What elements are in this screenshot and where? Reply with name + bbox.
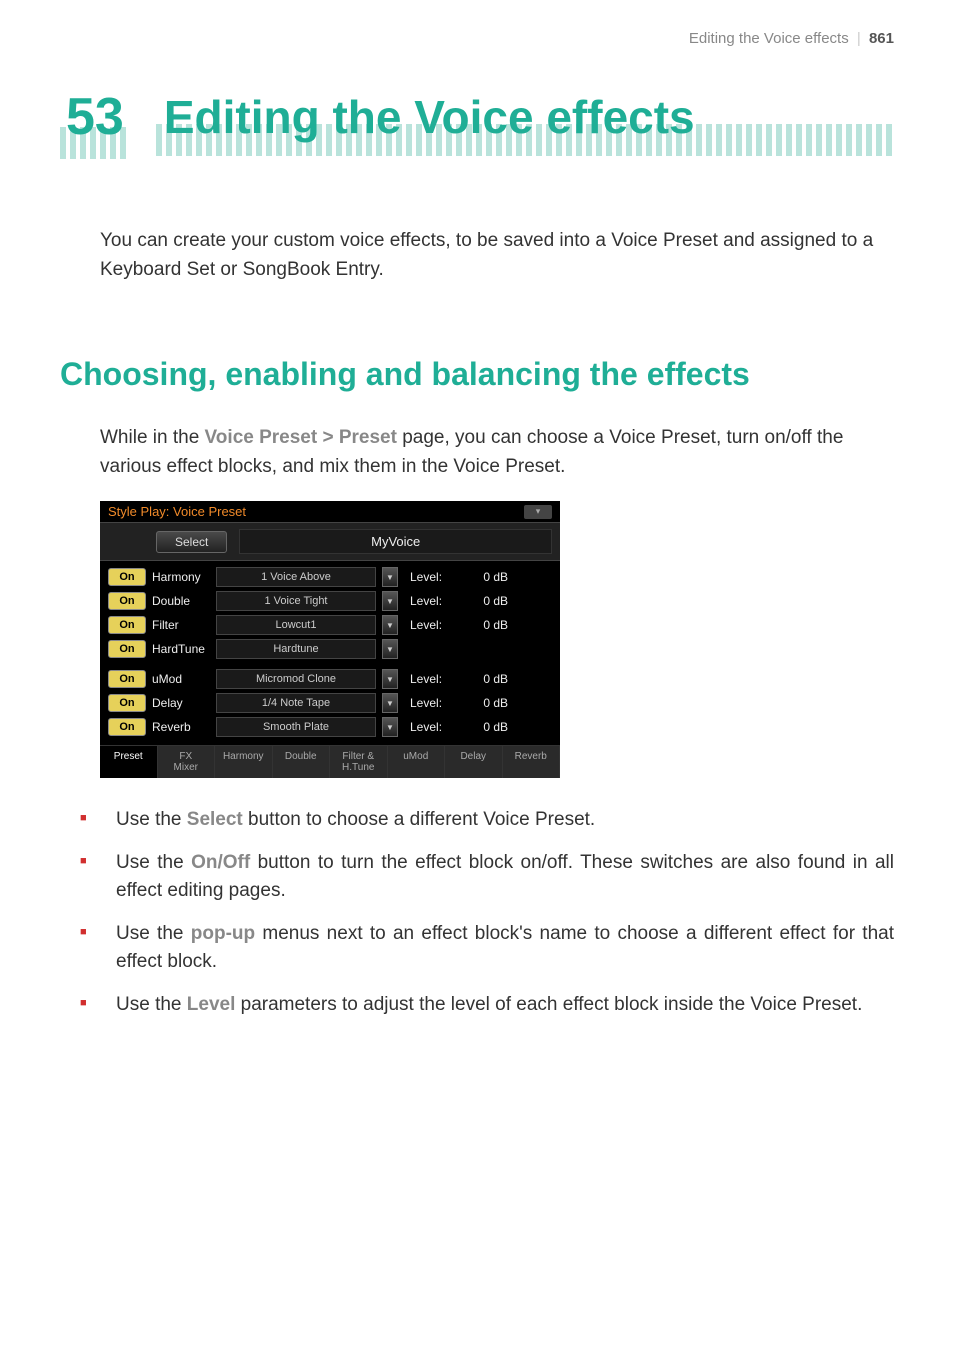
section-heading: Choosing, enabling and balancing the eff… — [60, 354, 894, 394]
level-value[interactable]: 0 dB — [460, 720, 508, 734]
bullet-pre: Use the — [116, 994, 187, 1015]
chevron-down-icon[interactable]: ▼ — [382, 717, 398, 737]
bullet-pre: Use the — [116, 852, 191, 873]
page-header: Editing the Voice effects | 861 — [60, 30, 894, 47]
header-section: Editing the Voice effects — [689, 30, 849, 47]
preset-name-field[interactable]: MyVoice — [239, 529, 552, 554]
tab-reverb[interactable]: Reverb — [503, 746, 561, 778]
page-number: 861 — [869, 30, 894, 47]
fx-row: On Delay 1/4 Note Tape ▼ Level: 0 dB — [108, 693, 552, 713]
panel-header-row: Select MyVoice — [100, 522, 560, 561]
level-label: Level: — [410, 672, 454, 686]
list-item: Use the pop-up menus next to an effect b… — [80, 920, 894, 977]
level-value[interactable]: 0 dB — [460, 618, 508, 632]
menu-icon[interactable]: ▾ — [524, 505, 552, 519]
fx-row: On Double 1 Voice Tight ▼ Level: 0 dB — [108, 591, 552, 611]
intro-paragraph: You can create your custom voice effects… — [100, 227, 894, 284]
fx-label: Double — [152, 594, 210, 608]
tab-umod[interactable]: uMod — [388, 746, 446, 778]
tab-preset[interactable]: Preset — [100, 746, 158, 778]
tab-bar: PresetFXMixerHarmonyDoubleFilter &H.Tune… — [100, 745, 560, 778]
fx-row: OnuMod Micromod Clone ▼ Level: 0 dB — [108, 669, 552, 689]
tab-double[interactable]: Double — [273, 746, 331, 778]
fx-row: On Harmony 1 Voice Above ▼ Level: 0 dB — [108, 567, 552, 587]
list-item: Use the Level parameters to adjust the l… — [80, 991, 894, 1020]
fx-effect-name[interactable]: Hardtune — [216, 639, 376, 659]
fx-effect-name[interactable]: Smooth Plate — [216, 717, 376, 737]
bullet-list: Use the Select button to choose a differ… — [80, 806, 894, 1019]
fx-row: On HardTune Hardtune ▼ — [108, 639, 552, 659]
chapter-title-wrap: Editing the Voice effects — [156, 90, 894, 144]
chapter-title: Editing the Voice effects — [156, 90, 894, 144]
voice-preset-panel: Style Play: Voice Preset ▾ Select MyVoic… — [100, 501, 560, 778]
level-value[interactable]: 0 dB — [460, 672, 508, 686]
level-value[interactable]: 0 dB — [460, 570, 508, 584]
level-value[interactable]: 0 dB — [460, 594, 508, 608]
chevron-down-icon[interactable]: ▼ — [382, 567, 398, 587]
bullet-post: parameters to adjust the level of each e… — [235, 994, 862, 1015]
level-value[interactable]: 0 dB — [460, 696, 508, 710]
tab-delay[interactable]: Delay — [445, 746, 503, 778]
chevron-down-icon[interactable]: ▼ — [382, 669, 398, 689]
on-toggle[interactable]: On — [108, 616, 146, 634]
fx-label: uMod — [152, 672, 210, 686]
fx-label: Reverb — [152, 720, 210, 734]
body-paragraph: While in the Voice Preset > Preset page,… — [100, 424, 894, 481]
ui-ref: pop-up — [191, 923, 255, 944]
bullet-post: button to choose a different Voice Prese… — [243, 809, 595, 830]
tab-filter-h-tune[interactable]: Filter &H.Tune — [330, 746, 388, 778]
fx-label: Harmony — [152, 570, 210, 584]
chevron-down-icon[interactable]: ▼ — [382, 693, 398, 713]
fx-label: Delay — [152, 696, 210, 710]
level-label: Level: — [410, 720, 454, 734]
fx-effect-name[interactable]: 1/4 Note Tape — [216, 693, 376, 713]
on-toggle[interactable]: On — [108, 670, 146, 688]
on-toggle[interactable]: On — [108, 694, 146, 712]
fx-effect-name[interactable]: 1 Voice Above — [216, 567, 376, 587]
ui-ref: Select — [187, 809, 243, 830]
ui-ref: On/Off — [191, 852, 250, 873]
fx-row: On Filter Lowcut1 ▼ Level: 0 dB — [108, 615, 552, 635]
panel-titlebar: Style Play: Voice Preset ▾ — [100, 501, 560, 522]
fx-effect-name[interactable]: 1 Voice Tight — [216, 591, 376, 611]
level-label: Level: — [410, 570, 454, 584]
level-label: Level: — [410, 594, 454, 608]
bullet-pre: Use the — [116, 809, 187, 830]
list-item: Use the On/Off button to turn the effect… — [80, 849, 894, 906]
level-label: Level: — [410, 618, 454, 632]
bullet-pre: Use the — [116, 923, 191, 944]
select-button[interactable]: Select — [156, 531, 227, 553]
header-divider: | — [857, 30, 861, 47]
fx-row: On Reverb Smooth Plate ▼ Level: 0 dB — [108, 717, 552, 737]
chapter-number-wrap: 53 — [60, 87, 130, 147]
chapter-heading: 53 Editing the Voice effects — [60, 87, 894, 147]
list-item: Use the Select button to choose a differ… — [80, 806, 894, 835]
tab-harmony[interactable]: Harmony — [215, 746, 273, 778]
on-toggle[interactable]: On — [108, 640, 146, 658]
fx-effect-name[interactable]: Micromod Clone — [216, 669, 376, 689]
chevron-down-icon[interactable]: ▼ — [382, 639, 398, 659]
ui-ref-voice-preset: Voice Preset > Preset — [205, 427, 397, 448]
on-toggle[interactable]: On — [108, 718, 146, 736]
para-pre: While in the — [100, 427, 205, 448]
fx-label: HardTune — [152, 642, 210, 656]
chevron-down-icon[interactable]: ▼ — [382, 591, 398, 611]
ui-ref: Level — [187, 994, 236, 1015]
tab-fx-mixer[interactable]: FXMixer — [158, 746, 216, 778]
level-label: Level: — [410, 696, 454, 710]
fx-label: Filter — [152, 618, 210, 632]
panel-title: Style Play: Voice Preset — [108, 504, 246, 519]
chevron-down-icon[interactable]: ▼ — [382, 615, 398, 635]
fx-rows: On Harmony 1 Voice Above ▼ Level: 0 dB On Doubl… — [100, 561, 560, 745]
on-toggle[interactable]: On — [108, 568, 146, 586]
on-toggle[interactable]: On — [108, 592, 146, 610]
chapter-number: 53 — [60, 87, 130, 147]
fx-effect-name[interactable]: Lowcut1 — [216, 615, 376, 635]
